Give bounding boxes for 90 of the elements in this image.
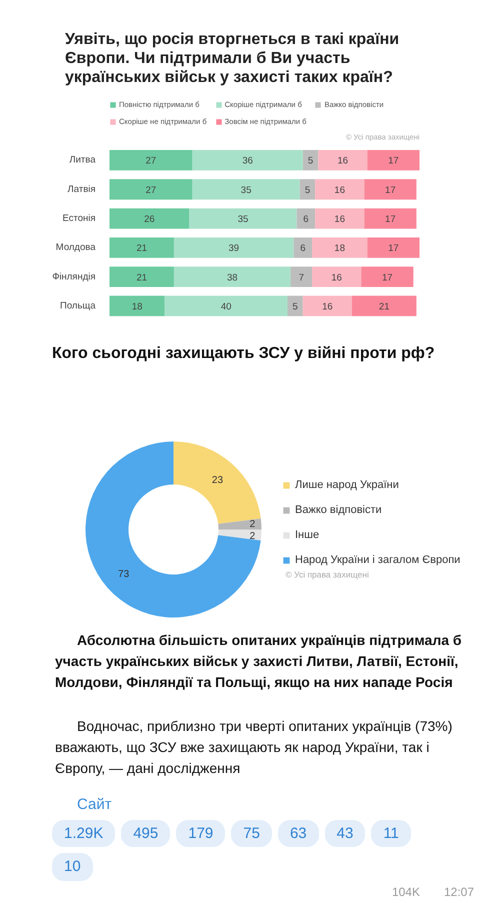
bar (192, 150, 303, 170)
data-label: 23 (212, 475, 224, 486)
data-label: 21 (136, 272, 148, 284)
data-label: 39 (228, 243, 240, 254)
text: Сайт (76, 795, 113, 815)
text: 63 (278, 820, 319, 848)
bar (315, 179, 364, 200)
data-label: 18 (334, 243, 345, 254)
data-label: 35 (238, 214, 248, 226)
data-label: 21 (378, 301, 390, 312)
bar (110, 208, 190, 229)
bar (352, 296, 416, 316)
data-label: 35 (240, 184, 252, 196)
chart-title: Уявіть, що росія вторгнеться в такі країни Європи. Чи підтримали б Ви участь українських військ у захисті таких країн? (64, 30, 400, 87)
text: 179 (176, 820, 226, 848)
y-tick-label: Естонія (62, 213, 96, 224)
data-label: 18 (132, 301, 142, 312)
bar (290, 266, 312, 287)
bar (364, 208, 416, 229)
bar (367, 150, 420, 170)
text: 1.29K (52, 820, 116, 848)
data-label: 17 (385, 184, 396, 196)
data-label: 27 (146, 184, 156, 196)
bar (364, 179, 416, 200)
y-tick-label: Молдова (56, 242, 96, 254)
bar (288, 296, 303, 316)
y-tick-label: Литва (69, 154, 96, 166)
text: 12:07 (444, 885, 474, 899)
data-label: 38 (226, 272, 238, 284)
data-label: 26 (144, 214, 155, 226)
bar (302, 296, 352, 316)
data-label: 5 (304, 184, 310, 196)
bar (110, 237, 174, 258)
data-label: 5 (308, 156, 314, 167)
chart-title: Кого сьогодні захищають ЗСУ у війні проти рф? (51, 344, 436, 363)
bar (189, 208, 297, 229)
bar (315, 208, 364, 229)
data-label: 7 (298, 272, 304, 284)
bar (302, 150, 318, 170)
legend-label: Інше (295, 529, 320, 541)
text: 43 (324, 820, 366, 848)
data-label: 16 (334, 214, 345, 226)
bar (296, 208, 316, 229)
data-label: 16 (322, 301, 333, 312)
y-tick-label: Польща (60, 300, 96, 312)
text: 11 (371, 820, 411, 848)
legend-label: Важко відповісти (295, 504, 382, 516)
data-label: 73 (118, 568, 130, 580)
legend-label: Народ України і загалом Європи (295, 554, 460, 566)
bar (361, 266, 414, 287)
legend-label: Лише народ України (295, 479, 399, 491)
bar (294, 237, 312, 258)
text: 10 (52, 853, 93, 881)
y-tick-label: Латвія (68, 184, 96, 195)
bar (110, 266, 174, 287)
bar (300, 179, 316, 200)
bar (312, 266, 362, 287)
data-label: 36 (242, 156, 253, 167)
y-tick-label: Фінляндія (52, 271, 96, 282)
text: 104K (392, 885, 420, 899)
data-label: 27 (146, 156, 156, 167)
data-label: 16 (331, 272, 342, 284)
bar (367, 237, 420, 258)
data-label: 6 (303, 214, 309, 226)
data-label: 21 (136, 243, 148, 254)
data-label: 6 (300, 243, 306, 254)
bar (192, 179, 300, 200)
data-label: 40 (220, 301, 232, 312)
data-label: 17 (388, 243, 399, 254)
data-label: 2 (250, 531, 256, 542)
data-label: 16 (337, 156, 348, 167)
bar (318, 150, 368, 170)
text: Водночас, приблизно три чверті опитаних українців (73%) вважають, що ЗСУ вже захищають як народ України, так і Європу, — дані дослідження (54, 717, 454, 778)
data-label: 17 (388, 156, 399, 167)
bar (110, 296, 165, 316)
bar (174, 266, 291, 287)
text: © Усі права захищені (286, 570, 369, 580)
data-label: 5 (292, 301, 298, 312)
bar (174, 237, 294, 258)
bar (110, 179, 192, 200)
bar (164, 296, 288, 316)
text: 75 (231, 820, 272, 848)
data-label: 17 (385, 214, 396, 226)
text: 495 (121, 820, 170, 848)
bar (110, 150, 192, 170)
text: Абсолютна більшість опитаних українців підтримала б участь українських військ у захисті Литви, Латвії, Естонії, Молдови, Фінляндії та Польщі, якщо на них нападе Росія (54, 631, 463, 692)
data-label: 17 (382, 272, 393, 284)
bar (312, 237, 368, 258)
data-label: 2 (250, 519, 256, 530)
data-label: 16 (334, 184, 345, 196)
